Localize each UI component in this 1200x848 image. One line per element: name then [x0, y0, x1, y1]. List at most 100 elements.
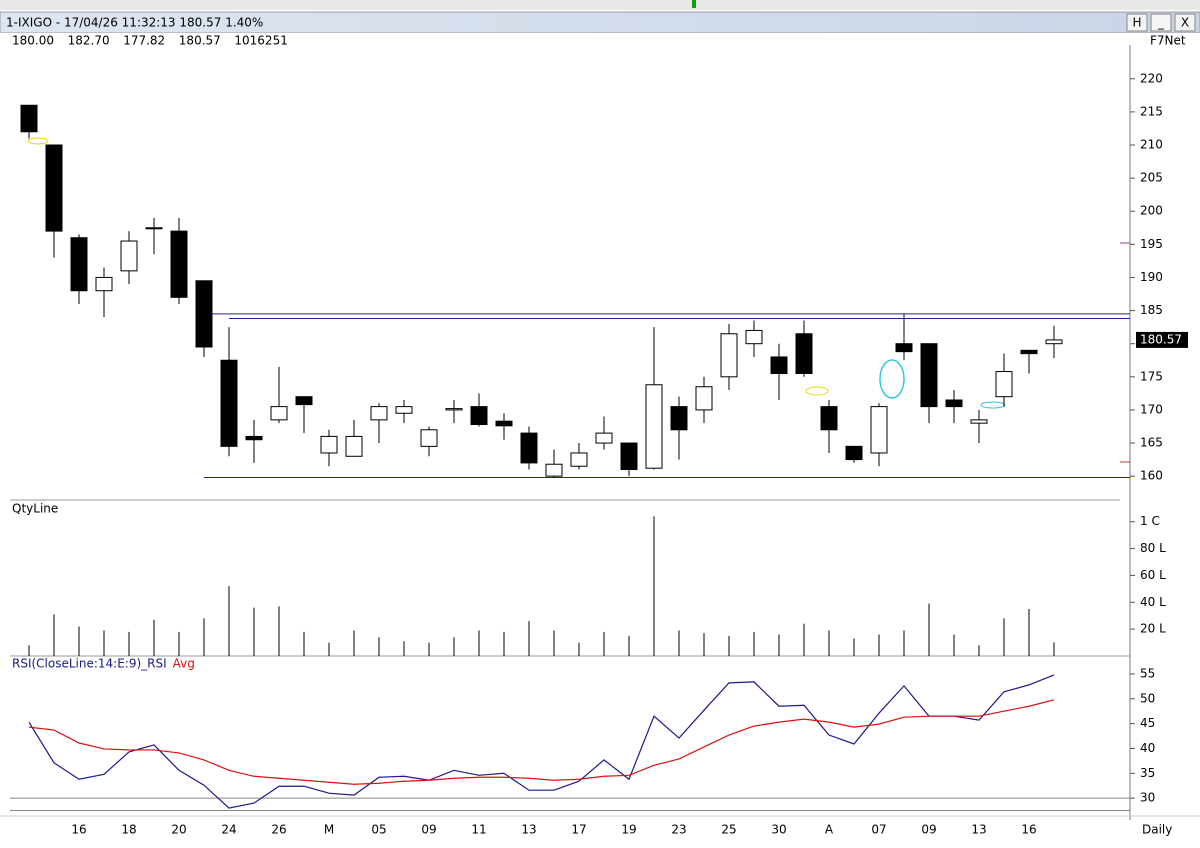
- candle-body: [20, 104, 38, 133]
- candle-body: [295, 396, 313, 406]
- candle-body: [920, 343, 938, 408]
- candle-body: [895, 343, 913, 353]
- candle-body: [1020, 349, 1038, 355]
- x-tick-label: 07: [871, 823, 886, 837]
- candle-body: [670, 406, 688, 431]
- window-button-label: H: [1132, 16, 1141, 30]
- x-tick-label: M: [324, 823, 334, 837]
- indicator-line: [28, 699, 1055, 785]
- last-price-box: [1136, 331, 1188, 348]
- annotation: [879, 359, 905, 399]
- indicator-line: [28, 674, 1055, 809]
- quote-value: 1016251: [234, 34, 287, 48]
- candle-body: [770, 356, 788, 375]
- candle-body: [420, 429, 438, 447]
- x-tick-label: 13: [971, 823, 986, 837]
- candle-body: [970, 419, 988, 424]
- candle-body: [570, 452, 588, 467]
- x-tick-label: 24: [221, 823, 236, 837]
- candle-body: [995, 371, 1013, 398]
- x-tick-label: 16: [1021, 823, 1036, 837]
- x-tick-label: 19: [621, 823, 636, 837]
- candle-body: [595, 432, 613, 444]
- y-tick-label: 190: [1140, 270, 1163, 284]
- candle-body: [170, 230, 188, 298]
- candle-body: [795, 333, 813, 375]
- annotation: [27, 137, 49, 145]
- source: F7Net: [1150, 34, 1186, 48]
- y-tick-label: 60 L: [1140, 568, 1166, 582]
- annotation: [805, 386, 829, 396]
- y-tick-label: 50: [1140, 691, 1155, 705]
- top-strip: [0, 0, 1200, 10]
- last-price: 180.57: [1140, 332, 1182, 346]
- x-tick-label: 05: [371, 823, 386, 837]
- y-tick-label: 170: [1140, 402, 1163, 416]
- window-button[interactable]: [1126, 13, 1148, 32]
- quote-value: 180.00: [12, 34, 54, 48]
- x-tick-label: 18: [121, 823, 136, 837]
- x-tick-label: A: [825, 823, 834, 837]
- y-tick-label: 20 L: [1140, 622, 1166, 636]
- period: Daily: [1142, 823, 1172, 837]
- y-tick-label: 205: [1140, 171, 1163, 185]
- candle-body: [820, 406, 838, 431]
- candle-body: [495, 420, 513, 427]
- status-bar: [692, 0, 696, 8]
- y-tick-label: 175: [1140, 369, 1163, 383]
- window-button-label: X: [1181, 16, 1189, 30]
- candle-body: [70, 237, 88, 292]
- x-tick-label: 13: [521, 823, 536, 837]
- y-tick-label: 80 L: [1140, 541, 1166, 555]
- y-tick-label: 195: [1140, 237, 1163, 251]
- x-tick-label: 30: [771, 823, 786, 837]
- candle-body: [545, 463, 563, 477]
- quote-value: 180.57: [179, 34, 221, 48]
- candle-body: [395, 406, 413, 414]
- x-tick-label: 09: [921, 823, 936, 837]
- panel-label: RSI(CloseLine:14:E:9)_RSI: [12, 657, 167, 671]
- y-tick-label: 220: [1140, 71, 1163, 85]
- panel-label: QtyLine: [12, 502, 58, 516]
- quote-value: 182.70: [68, 34, 110, 48]
- y-tick-label: 210: [1140, 138, 1163, 152]
- candle-body: [95, 276, 113, 292]
- y-tick-label: 40: [1140, 741, 1155, 755]
- y-tick-label: 165: [1140, 436, 1163, 450]
- candle-body: [220, 359, 238, 447]
- window-button-label: _: [1157, 16, 1165, 30]
- candle-body: [520, 432, 538, 464]
- x-tick-label: 16: [71, 823, 86, 837]
- candle-body: [195, 280, 213, 348]
- y-tick-label: 185: [1140, 303, 1163, 317]
- candle-body: [845, 445, 863, 461]
- y-tick-label: 200: [1140, 204, 1163, 218]
- y-tick-label: 30: [1140, 791, 1155, 805]
- annotation: [980, 401, 1006, 409]
- window-button[interactable]: [1174, 13, 1196, 32]
- x-tick-label: 23: [671, 823, 686, 837]
- x-tick-label: 20: [171, 823, 186, 837]
- x-tick-label: 25: [721, 823, 736, 837]
- candle-body: [345, 435, 363, 457]
- candle-body: [320, 435, 338, 454]
- candle-body: [745, 329, 763, 345]
- candle-body: [620, 442, 638, 471]
- candle-body: [945, 399, 963, 408]
- x-tick-label: 26: [271, 823, 286, 837]
- window-button[interactable]: [1150, 13, 1172, 32]
- x-tick-label: 17: [571, 823, 586, 837]
- y-tick-label: 215: [1140, 104, 1163, 118]
- candle-body: [145, 227, 163, 230]
- candle-body: [445, 408, 463, 411]
- candle-body: [120, 240, 138, 272]
- window-title: 1-IXIGO - 17/04/26 11:32:13 180.57 1.40%: [6, 16, 263, 30]
- y-tick-label: 45: [1140, 716, 1155, 730]
- candle-body: [370, 406, 388, 421]
- y-tick-label: 55: [1140, 666, 1155, 680]
- candle-body: [245, 435, 263, 441]
- y-tick-label: 1 C: [1140, 514, 1160, 528]
- candle-body: [470, 406, 488, 425]
- candle-body: [1045, 339, 1063, 345]
